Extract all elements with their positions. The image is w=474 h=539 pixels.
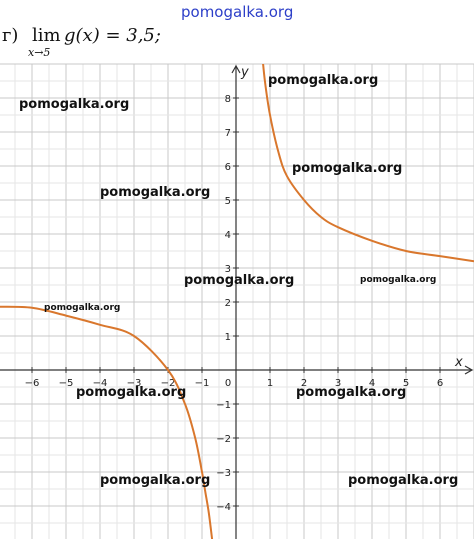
y-tick-label: 5 — [225, 196, 231, 207]
watermark-text: pomogalka.org — [348, 473, 458, 488]
watermark-text: pomogalka.org — [44, 303, 120, 313]
x-axis-label: x — [454, 355, 463, 370]
series-line-branch-1 — [0, 305, 214, 539]
x-axis-arrow — [464, 365, 474, 375]
watermark-text: pomogalka.org — [76, 385, 186, 400]
x-tick-label: 0 — [225, 378, 231, 389]
lim-subscript: x→5 — [28, 46, 51, 59]
lim-expression: g(x) = 3,5; — [64, 25, 161, 46]
item-letter: г) — [2, 25, 19, 46]
x-tick-label: −6 — [25, 378, 40, 389]
y-tick-label: −1 — [216, 400, 231, 411]
x-tick-label: 1 — [267, 378, 273, 389]
watermark-text: pomogalka.org — [292, 161, 402, 176]
x-tick-label: 6 — [437, 378, 443, 389]
y-tick-label: −4 — [216, 502, 231, 513]
y-tick-label: 1 — [225, 332, 231, 343]
lim-operator: lim — [32, 25, 61, 46]
y-tick-label: −3 — [216, 468, 231, 479]
x-tick-label: −4 — [93, 378, 108, 389]
curves — [0, 64, 474, 539]
watermark-text: pomogalka.org — [19, 97, 129, 112]
watermark-text: pomogalka.org — [360, 275, 436, 285]
x-tick-label: −3 — [127, 378, 142, 389]
y-tick-label: 3 — [225, 264, 231, 275]
site-header-link[interactable]: pomogalka.org — [181, 3, 294, 21]
x-tick-label: 4 — [369, 378, 375, 389]
x-tick-label: 2 — [301, 378, 307, 389]
y-axis-arrow — [231, 64, 241, 74]
watermark-text: pomogalka.org — [184, 273, 294, 288]
watermark-text: pomogalka.org — [296, 385, 406, 400]
y-tick-label: 2 — [225, 298, 231, 309]
x-tick-label: −5 — [59, 378, 74, 389]
y-tick-label: 7 — [225, 128, 231, 139]
y-tick-label: −2 — [216, 434, 231, 445]
x-tick-label: −2 — [161, 378, 176, 389]
y-tick-label: 4 — [225, 230, 231, 241]
watermarks: pomogalka.org pomogalka.org pomogalka.org p… — [19, 73, 458, 488]
y-tick-label: 6 — [225, 162, 231, 173]
watermark-text: pomogalka.org — [100, 473, 210, 488]
y-axis-label: y — [240, 65, 249, 80]
tick-labels: −6 −5 −4 −3 −2 −1 0 1 2 3 4 5 6 −4 −3 −2 −1 1 2 3 4 5 6 7 8 — [25, 94, 444, 513]
watermark-text: pomogalka.org — [100, 185, 210, 200]
watermark-text: pomogalka.org — [268, 73, 378, 88]
x-tick-label: 5 — [403, 378, 409, 389]
limit-statement: г) lim x→5 g(x) = 3,5; — [2, 22, 202, 59]
x-tick-label: 3 — [335, 378, 341, 389]
y-tick-label: 8 — [225, 94, 231, 105]
series-line-branch-2 — [262, 64, 474, 263]
x-tick-label: −1 — [195, 378, 210, 389]
